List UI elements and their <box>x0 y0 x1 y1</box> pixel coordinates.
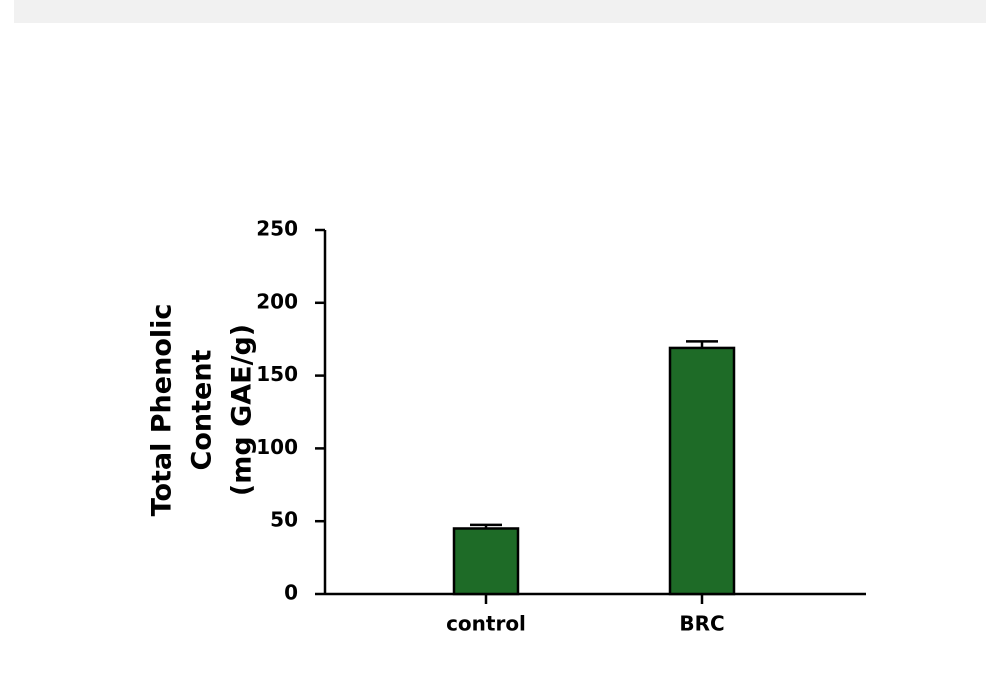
y-label-line: Content <box>187 349 218 470</box>
x-tick-label: control <box>446 612 526 636</box>
y-tick-label: 150 <box>256 362 298 386</box>
y-tick-label: 250 <box>256 217 298 241</box>
bar <box>452 527 520 596</box>
y-axis-title: Total Phenolic Content (mg GAE/g) <box>147 304 258 517</box>
y-tick-label: 100 <box>256 435 298 459</box>
y-tick-label: 200 <box>256 289 298 313</box>
y-label-line: Total Phenolic <box>147 304 178 517</box>
top-bar <box>14 0 986 23</box>
x-tick-label: BRC <box>679 612 724 636</box>
y-tick-label: 0 <box>284 581 298 605</box>
y-tick-label: 50 <box>270 508 298 532</box>
y-label-line: (mg GAE/g) <box>227 324 258 496</box>
bar <box>668 346 736 596</box>
